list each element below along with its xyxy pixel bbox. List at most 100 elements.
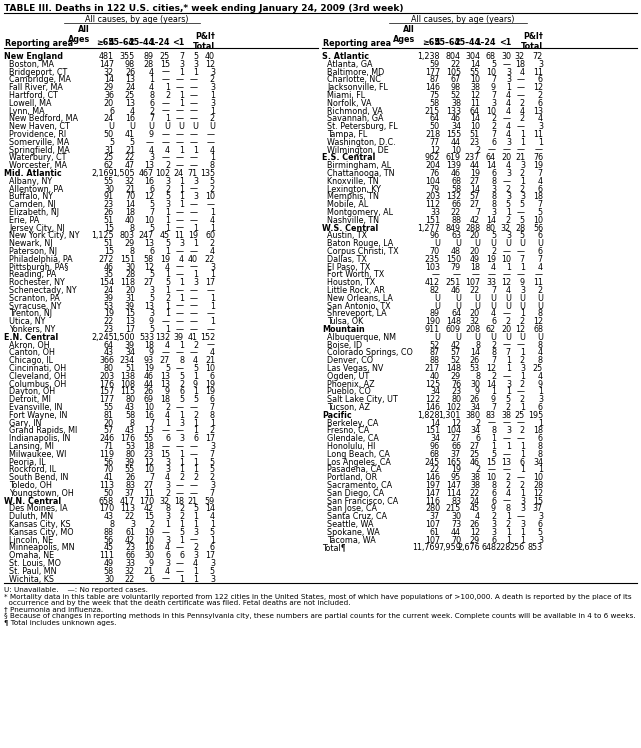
Text: 19: 19: [533, 162, 543, 171]
Text: —: —: [176, 317, 184, 326]
Text: Corpus Christi, TX: Corpus Christi, TX: [327, 247, 399, 256]
Text: —: —: [190, 488, 198, 498]
Text: 19: 19: [144, 364, 154, 373]
Text: 7: 7: [491, 403, 496, 412]
Text: Fort Wayne, IN: Fort Wayne, IN: [9, 411, 67, 420]
Text: 4: 4: [193, 559, 198, 568]
Text: New York City, NY: New York City, NY: [9, 231, 79, 240]
Text: 107: 107: [465, 278, 480, 287]
Text: 26: 26: [470, 520, 480, 529]
Text: —: —: [176, 349, 184, 358]
Text: 10: 10: [470, 76, 480, 85]
Text: 12: 12: [144, 263, 154, 272]
Text: 66: 66: [451, 442, 461, 451]
Text: 70: 70: [430, 247, 440, 256]
Text: 67: 67: [451, 76, 461, 85]
Text: 4: 4: [506, 122, 511, 131]
Text: 8: 8: [130, 247, 135, 256]
Text: 256: 256: [510, 543, 525, 553]
Text: —: —: [488, 146, 496, 155]
Text: 8: 8: [130, 419, 135, 428]
Text: 2: 2: [491, 247, 496, 256]
Text: 43: 43: [125, 426, 135, 435]
Text: Detroit, MI: Detroit, MI: [9, 395, 51, 404]
Text: 1: 1: [193, 239, 198, 248]
Text: 1: 1: [193, 426, 198, 435]
Text: Toledo, OH: Toledo, OH: [9, 481, 52, 490]
Text: 21: 21: [144, 567, 154, 576]
Text: 12: 12: [486, 364, 496, 373]
Text: 10: 10: [501, 255, 511, 264]
Text: 3: 3: [193, 60, 198, 69]
Text: 30: 30: [104, 574, 114, 583]
Text: Dayton, OH: Dayton, OH: [9, 387, 55, 396]
Text: 28: 28: [515, 224, 525, 233]
Text: 6: 6: [149, 247, 154, 256]
Text: 1: 1: [520, 528, 525, 537]
Text: 22: 22: [470, 488, 480, 498]
Text: 17: 17: [205, 551, 215, 560]
Text: 49: 49: [470, 255, 480, 264]
Text: Tacoma, WA: Tacoma, WA: [327, 536, 376, 545]
Text: 5: 5: [491, 60, 496, 69]
Text: 280: 280: [425, 504, 440, 513]
Text: 1: 1: [506, 364, 511, 373]
Text: 14: 14: [125, 200, 135, 209]
Text: 25: 25: [533, 364, 543, 373]
Text: Chicago, IL: Chicago, IL: [9, 356, 53, 365]
Text: 1: 1: [165, 114, 170, 123]
Text: 8: 8: [210, 162, 215, 171]
Text: 7: 7: [538, 169, 543, 178]
Text: 46: 46: [451, 169, 461, 178]
Text: 8: 8: [491, 200, 496, 209]
Text: 6: 6: [165, 551, 170, 560]
Text: 3: 3: [491, 520, 496, 529]
Text: 12: 12: [144, 192, 154, 201]
Text: 113: 113: [120, 504, 135, 513]
Text: 7: 7: [179, 52, 184, 61]
Text: 42: 42: [470, 216, 480, 225]
Text: 11: 11: [533, 130, 543, 139]
Text: 251: 251: [445, 278, 461, 287]
Text: 5: 5: [193, 395, 198, 404]
Text: 5: 5: [491, 450, 496, 459]
Text: 3: 3: [520, 497, 525, 506]
Text: 1: 1: [506, 83, 511, 92]
Text: St. Louis, MO: St. Louis, MO: [9, 559, 61, 568]
Text: U: U: [474, 301, 480, 310]
Text: 22: 22: [125, 153, 135, 162]
Text: 111: 111: [99, 551, 114, 560]
Text: 133: 133: [446, 107, 461, 116]
Text: 11: 11: [533, 67, 543, 76]
Text: 12: 12: [205, 60, 215, 69]
Text: Lexington, KY: Lexington, KY: [327, 185, 381, 194]
Text: 3: 3: [193, 528, 198, 537]
Text: —: —: [432, 270, 440, 280]
Text: 1: 1: [491, 434, 496, 444]
Text: —: —: [176, 481, 184, 490]
Text: Reporting area: Reporting area: [5, 39, 73, 48]
Text: —: —: [517, 473, 525, 482]
Text: 32: 32: [104, 67, 114, 76]
Text: 1: 1: [193, 419, 198, 428]
Text: 481: 481: [99, 52, 114, 61]
Text: Columbus, OH: Columbus, OH: [9, 379, 66, 389]
Text: 1: 1: [165, 83, 170, 92]
Text: 71: 71: [104, 442, 114, 451]
Text: 4: 4: [210, 216, 215, 225]
Text: 12: 12: [501, 278, 511, 287]
Text: 6: 6: [491, 536, 496, 545]
Text: P&I†
Total: P&I† Total: [521, 32, 543, 52]
Text: 5: 5: [491, 231, 496, 240]
Text: 2: 2: [520, 169, 525, 178]
Text: —: —: [162, 76, 170, 85]
Text: —: —: [190, 162, 198, 171]
Text: 23: 23: [104, 325, 114, 334]
Text: 23: 23: [104, 200, 114, 209]
Text: 20: 20: [470, 247, 480, 256]
Text: 79: 79: [429, 185, 440, 194]
Text: 155: 155: [445, 130, 461, 139]
Text: El Paso, TX: El Paso, TX: [327, 263, 370, 272]
Text: 1: 1: [179, 185, 184, 194]
Text: 7: 7: [538, 255, 543, 264]
